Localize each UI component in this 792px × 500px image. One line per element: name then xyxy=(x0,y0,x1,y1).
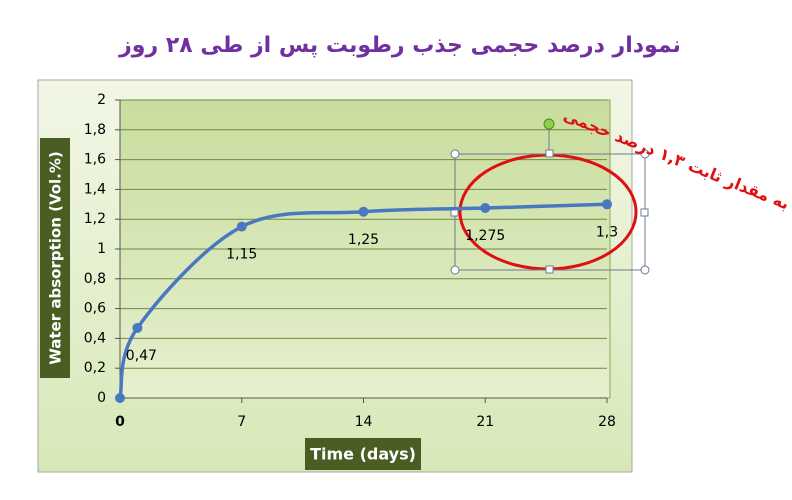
y-tick-label: 0 xyxy=(97,390,106,406)
y-tick-label: 0,8 xyxy=(84,271,106,287)
x-tick-label: 0 xyxy=(115,414,125,430)
data-label: 1,3 xyxy=(596,224,618,240)
point xyxy=(358,206,369,217)
x-tick-label: 28 xyxy=(598,414,616,430)
y-label-box xyxy=(40,138,70,378)
chart-title: نمودار درصد حجمی جذب رطوبت پس از طی ۲۸ ر… xyxy=(118,33,681,58)
y-tick-label: 1,8 xyxy=(84,122,106,138)
y-tick-label: 0,2 xyxy=(84,360,106,376)
point xyxy=(115,393,125,403)
point xyxy=(132,322,143,333)
x-tick-label: 21 xyxy=(476,414,494,430)
y-axis-label: Water absorption (Vol.%) xyxy=(47,151,65,365)
data-label: 1,275 xyxy=(465,228,505,244)
y-tick-label: 1,4 xyxy=(84,181,106,197)
y-tick-label: 0,6 xyxy=(84,301,106,317)
point xyxy=(236,221,247,232)
x-tick-label: 14 xyxy=(355,414,373,430)
x-tick-label: 7 xyxy=(237,414,246,430)
point xyxy=(480,203,491,214)
y-tick-label: 1 xyxy=(97,241,106,257)
y-tick-label: 2 xyxy=(97,92,106,108)
data-label: 0,47 xyxy=(126,348,157,364)
x-axis-label: Time (days) xyxy=(310,445,416,464)
y-tick-label: 1,2 xyxy=(84,211,106,227)
point xyxy=(602,199,612,210)
data-label: 1,25 xyxy=(348,232,379,248)
rotate-handle[interactable] xyxy=(543,118,555,130)
y-tick-label: 1,6 xyxy=(84,152,106,168)
y-tick-label: 0,4 xyxy=(84,330,106,346)
data-label: 1,15 xyxy=(226,247,257,263)
x-label-box xyxy=(305,438,421,470)
